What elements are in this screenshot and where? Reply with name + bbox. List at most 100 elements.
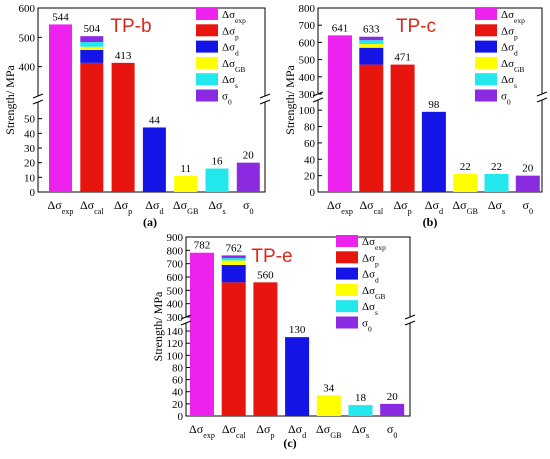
tick-label: 500: [19, 32, 36, 44]
panel-label: (c): [283, 436, 296, 450]
panel-label: (b): [423, 215, 438, 229]
bar: [484, 174, 509, 192]
data-label: 471: [394, 52, 411, 64]
tick-label: 80: [304, 122, 316, 134]
category-label: Δσp: [114, 198, 132, 216]
legend-entry: Δσd: [362, 269, 379, 285]
panel-label: (a): [143, 215, 157, 229]
axis-break-right: [406, 317, 414, 323]
bar-segment: [80, 46, 104, 50]
legend-swatch: [196, 8, 218, 20]
category-label: Δσs: [352, 422, 369, 440]
category-label: Δσexp: [327, 198, 353, 216]
panel-tp-e: 782 Δσexp 762 Δσcal 560 Δσp 130 Δσd 34 ΔσGB 18 Δσs 2…: [151, 232, 416, 450]
legend-swatch: [475, 89, 497, 102]
legend-swatch: [475, 24, 497, 37]
category-label: Δσs: [488, 198, 505, 216]
panel-tp-b: 544 Δσexp 504 Δσcal 413 Δσp 44 Δσd 11 ΔσGB 16 Δσs 20…: [3, 3, 271, 229]
legend-entry: Δσs: [362, 301, 378, 317]
tick-label: 300: [167, 312, 184, 324]
legend-entry: ΔσGB: [222, 58, 245, 74]
panel-tp-c: 641 Δσexp 633 Δσcal 471 Δσp 98 Δσd 22 ΔσGB 22 Δσs 20…: [283, 3, 548, 229]
chart-title: TP-b: [110, 16, 151, 37]
chart-title: TP-c: [396, 16, 436, 37]
legend-entry: σ0: [222, 91, 232, 107]
axis-break-left: [182, 317, 190, 323]
bar-segment: [80, 62, 104, 192]
bar: [453, 174, 478, 192]
tick-label: 60: [172, 375, 184, 387]
bar: [174, 175, 198, 192]
legend-entry: Δσp: [222, 25, 239, 41]
legend-swatch: [475, 40, 497, 53]
tick-label: 20: [24, 158, 36, 170]
tick-label: 600: [167, 272, 184, 284]
tick-label: 10: [24, 172, 36, 184]
bar-segment: [221, 260, 246, 265]
category-label: ΔσGB: [173, 198, 199, 216]
break-mark: [312, 97, 324, 103]
category-label: Δσp: [256, 422, 274, 440]
data-label: 560: [257, 269, 274, 281]
axis-break-left: [314, 94, 322, 100]
tick-label: 0: [178, 411, 184, 423]
bar-segment: [221, 255, 246, 259]
data-label: 22: [491, 161, 502, 173]
bar: [285, 337, 310, 416]
bar: [253, 282, 278, 416]
bar: [316, 395, 341, 416]
tick-label: 700: [299, 20, 316, 32]
break-mark: [404, 314, 416, 320]
tick-label: 30: [24, 143, 36, 155]
tick-label: 40: [304, 154, 316, 166]
data-label: 762: [225, 242, 242, 254]
bar: [348, 405, 373, 416]
legend-entry: σ0: [501, 91, 511, 107]
tick-label: 80: [172, 362, 184, 374]
legend-entry: Δσd: [222, 42, 239, 58]
data-label: 20: [522, 163, 534, 175]
bar: [236, 162, 260, 192]
tick-label: 120: [167, 338, 184, 350]
bar: [515, 175, 540, 192]
category-label: Δσp: [393, 198, 411, 216]
data-label: 34: [323, 382, 335, 394]
tick-label: 800: [167, 245, 184, 257]
legend-entry: Δσs: [501, 74, 517, 90]
y-axis-label: Strength/ MPa: [151, 291, 165, 361]
bar-segment: [359, 47, 384, 65]
chart-title: TP-e: [251, 246, 292, 267]
category-label: Δσexp: [48, 198, 74, 216]
tick-label: 40: [24, 128, 36, 140]
bar-segment: [80, 49, 104, 63]
tick-label: 0: [30, 187, 36, 199]
legend-swatch: [196, 56, 218, 69]
data-label: 633: [363, 24, 380, 36]
tick-label: 400: [299, 72, 316, 84]
legend-entry: Δσp: [501, 25, 518, 41]
data-label: 11: [180, 163, 191, 175]
tick-label: 300: [299, 89, 316, 101]
legend-entry: Δσexp: [362, 236, 386, 252]
bar: [190, 252, 214, 416]
legend-swatch: [196, 89, 218, 102]
data-label: 130: [289, 324, 306, 336]
category-label: Δσcal: [222, 422, 246, 440]
bar: [142, 127, 166, 192]
bar-segment: [359, 64, 384, 192]
break-mark: [536, 91, 548, 97]
bar-segment: [80, 42, 104, 47]
bar-segment: [80, 36, 104, 43]
tick-label: 40: [172, 387, 184, 399]
data-label: 20: [387, 391, 399, 403]
data-label: 16: [212, 156, 224, 168]
category-label: Δσcal: [80, 198, 104, 216]
data-label: 641: [332, 22, 349, 34]
tick-label: 500: [167, 285, 184, 297]
bar: [328, 35, 352, 193]
legend-swatch: [336, 316, 358, 329]
category-label: ΔσGB: [316, 422, 342, 440]
axis-break-right: [538, 94, 546, 100]
